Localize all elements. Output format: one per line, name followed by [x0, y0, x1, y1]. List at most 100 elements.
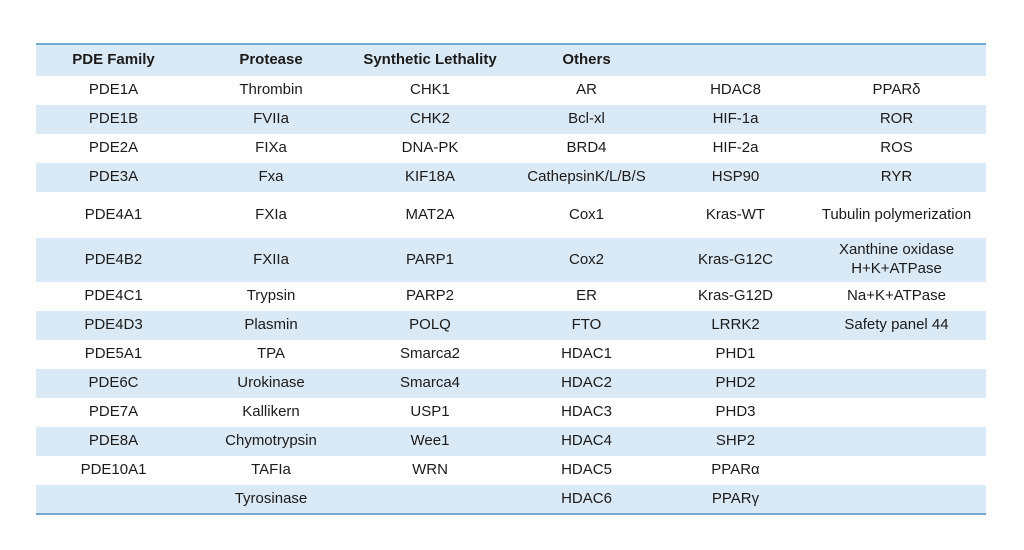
table-cell: Tubulin polymerization	[821, 205, 972, 223]
table-cell: PDE5A1	[84, 345, 143, 363]
table-cell: HDAC3	[561, 403, 612, 421]
table-cell: PDE6C	[88, 374, 139, 392]
table-cell	[807, 398, 986, 427]
table-cell	[807, 456, 986, 485]
table: PDE Family Protease Synthetic Lethality …	[36, 43, 986, 515]
table-row: PDE4A1 FXIa MAT2A Cox1 Kras-WT Tubulin p…	[36, 192, 986, 238]
table-row: PDE4C1 Trypsin PARP2 ER Kras-G12D Na+K+A…	[36, 282, 986, 311]
table-cell: PDE2A	[88, 139, 139, 157]
table-cell: PARP2	[405, 287, 455, 305]
table-row: PDE1B FVIIa CHK2 Bcl-xl HIF-1a ROR	[36, 105, 986, 134]
table-cell: BRD4	[566, 139, 607, 157]
table-cell: PHD2	[715, 374, 756, 392]
table-cell: ER	[576, 287, 597, 305]
table-cell	[351, 485, 509, 514]
table-row: PDE1A Thrombin CHK1 AR HDAC8 PPARδ	[36, 76, 986, 105]
table-cell: HDAC2	[561, 374, 612, 392]
table-cell	[807, 369, 986, 398]
table-cell: PDE4A1	[84, 205, 143, 223]
table-cell: PPARγ	[711, 489, 760, 507]
table-cell: HIF-2a	[712, 139, 759, 157]
table-cell	[36, 485, 191, 514]
table-cell: FTO	[571, 316, 602, 334]
table-cell: PDE4D3	[84, 316, 143, 334]
table-cell: Smarca4	[399, 374, 461, 392]
table-cell: FXIa	[255, 205, 287, 223]
table-cell: Thrombin	[239, 81, 303, 99]
table-cell: AR	[576, 81, 597, 99]
table-cell: HDAC6	[561, 489, 612, 507]
table-cell: Kallikern	[242, 403, 300, 421]
table-cell: HIF-1a	[712, 110, 759, 128]
table-cell: ROS	[880, 139, 913, 157]
table-cell: Kras-WT	[705, 205, 766, 223]
table-cell: MAT2A	[405, 205, 455, 223]
table-cell: Kras-G12D	[697, 287, 774, 305]
table-cell	[807, 427, 986, 456]
table-row: PDE6C Urokinase Smarca4 HDAC2 PHD2	[36, 369, 986, 398]
table-cell: Smarca2	[399, 345, 461, 363]
table-cell: PDE4B2	[84, 250, 143, 268]
table-row: PDE5A1 TPA Smarca2 HDAC1 PHD1	[36, 340, 986, 369]
table-cell: FVIIa	[253, 110, 289, 128]
table-cell: PDE1A	[88, 81, 139, 99]
table-cell: TAFIa	[251, 461, 291, 479]
table-cell: HDAC1	[561, 345, 612, 363]
table-cell: PPARδ	[872, 81, 921, 99]
table-row: PDE4B2 FXIIa PARP1 Cox2 Kras-G12C Xanthi…	[36, 238, 986, 282]
table-cell: PARP1	[405, 250, 455, 268]
column-header-protease: Protease	[239, 51, 303, 69]
column-header-synthetic-lethality: Synthetic Lethality	[363, 51, 497, 69]
table-cell: PDE3A	[88, 168, 139, 186]
table-cell: SHP2	[715, 432, 756, 450]
table-row: Tyrosinase HDAC6 PPARγ	[36, 485, 986, 514]
table-cell: Wee1	[410, 432, 450, 450]
table-cell: Urokinase	[237, 374, 305, 392]
table-cell: PDE7A	[88, 403, 139, 421]
table-cell: PHD1	[715, 345, 756, 363]
table-cell: TPA	[256, 345, 286, 363]
table-cell: CHK1	[409, 81, 450, 99]
table-cell: KIF18A	[404, 168, 456, 186]
table-cell: Bcl-xl	[568, 110, 605, 128]
table-row: PDE7A Kallikern USP1 HDAC3 PHD3	[36, 398, 986, 427]
table-cell: Plasmin	[244, 316, 298, 334]
table-cell: FIXa	[255, 139, 287, 157]
table-cell: Trypsin	[246, 287, 296, 305]
table-cell: FXIIa	[253, 250, 289, 268]
table-cell: CathepsinK/L/B/S	[527, 168, 646, 186]
column-header-others: Others	[562, 51, 611, 69]
table-cell: DNA-PK	[401, 139, 459, 157]
table-cell: Cox1	[568, 205, 605, 223]
table-row: PDE4D3 Plasmin POLQ FTO LRRK2 Safety pan…	[36, 311, 986, 340]
table-cell: LRRK2	[711, 316, 760, 334]
column-header-empty-1	[664, 44, 807, 76]
table-cell: POLQ	[409, 316, 451, 334]
table-cell: ROR	[879, 110, 914, 128]
table-cell: Cox2	[568, 250, 605, 268]
table-row: PDE3A Fxa KIF18A CathepsinK/L/B/S HSP90 …	[36, 163, 986, 192]
table-row: PDE10A1 TAFIa WRN HDAC5 PPARα	[36, 456, 986, 485]
table-cell: PDE4C1	[84, 287, 143, 305]
table-row: PDE2A FIXa DNA-PK BRD4 HIF-2a ROS	[36, 134, 986, 163]
table-header-row: PDE Family Protease Synthetic Lethality …	[36, 44, 986, 76]
table-cell: Fxa	[258, 168, 284, 186]
table-cell: PPARα	[711, 461, 760, 479]
table-cell: Xanthine oxidase H+K+ATPase	[838, 241, 955, 277]
table-cell: Kras-G12C	[697, 250, 774, 268]
table-cell: PDE10A1	[80, 461, 147, 479]
table-cell: Tyrosinase	[234, 489, 308, 507]
table-cell: HDAC8	[710, 81, 761, 99]
column-header-pde-family: PDE Family	[72, 51, 155, 69]
table-cell: USP1	[410, 403, 450, 421]
column-header-empty-2	[807, 44, 986, 76]
table-cell: HDAC5	[561, 461, 612, 479]
table-cell: PDE1B	[88, 110, 139, 128]
table-cell: PDE8A	[88, 432, 139, 450]
target-panel-table: PDE Family Protease Synthetic Lethality …	[36, 43, 986, 515]
table-row: PDE8A Chymotrypsin Wee1 HDAC4 SHP2	[36, 427, 986, 456]
table-cell: Safety panel 44	[844, 316, 949, 334]
table-cell: CHK2	[409, 110, 450, 128]
table-cell	[807, 340, 986, 369]
table-cell: PHD3	[715, 403, 756, 421]
